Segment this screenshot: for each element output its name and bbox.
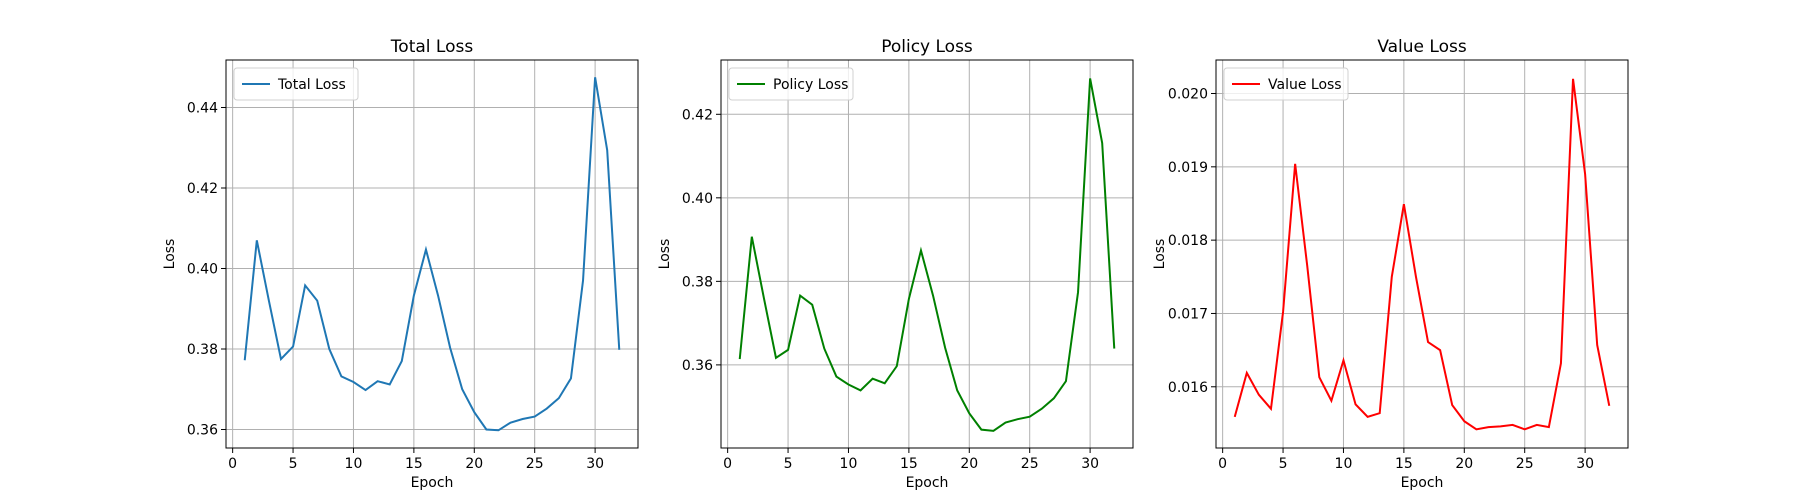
x-tick-label: 0 <box>228 456 237 472</box>
y-tick-label: 0.42 <box>187 181 218 197</box>
x-tick-label: 15 <box>1395 456 1413 472</box>
chart-title: Total Loss <box>390 37 474 57</box>
x-tick-label: 10 <box>1335 456 1353 472</box>
x-tick-label: 20 <box>465 456 483 472</box>
x-axis-label: Epoch <box>906 475 949 491</box>
y-tick-label: 0.38 <box>682 274 713 290</box>
legend-box <box>728 67 854 101</box>
x-tick-label: 0 <box>1218 456 1227 472</box>
x-tick-label: 25 <box>526 456 544 472</box>
y-axis-label: Loss <box>1152 239 1168 270</box>
x-tick-label: 30 <box>1576 456 1594 472</box>
plot-area <box>738 78 1116 432</box>
legend-label: Value Loss <box>1268 77 1342 93</box>
line-series <box>738 78 1116 432</box>
x-tick-label: 30 <box>586 456 604 472</box>
legend-label: Total Loss <box>277 77 346 93</box>
x-tick-label: 20 <box>1455 456 1473 472</box>
x-tick-label: 5 <box>289 456 298 472</box>
y-tick-label: 0.018 <box>1168 233 1208 249</box>
x-axis-label: Epoch <box>411 475 454 491</box>
y-tick-label: 0.44 <box>187 100 218 116</box>
x-tick-label: 25 <box>1021 456 1039 472</box>
axes-frame <box>1215 59 1629 449</box>
subplot: 0 5 10 15 20 25 30 0.36 0.38 0.40 0.42 Policy Loss E… <box>657 37 1134 491</box>
axes-frame <box>225 59 639 449</box>
chart-title: Policy Loss <box>881 37 973 57</box>
y-axis-label: Loss <box>162 239 178 270</box>
line-series <box>243 77 621 432</box>
plot-area <box>1233 78 1611 431</box>
plot-area <box>243 77 621 432</box>
legend-box <box>1223 67 1349 101</box>
y-tick-label: 0.38 <box>187 342 218 358</box>
subplot: 0 5 10 15 20 25 30 0.36 0.38 0.40 0.42 0.44 Total Lo… <box>162 37 639 491</box>
line-series <box>1233 78 1611 431</box>
x-tick-label: 15 <box>405 456 423 472</box>
y-tick-label: 0.017 <box>1168 306 1208 322</box>
chart-title: Value Loss <box>1377 37 1467 57</box>
y-axis-label: Loss <box>657 239 673 270</box>
x-axis-label: Epoch <box>1401 475 1444 491</box>
y-tick-label: 0.42 <box>682 107 713 123</box>
y-tick-label: 0.36 <box>187 422 218 438</box>
y-tick-label: 0.36 <box>682 358 713 374</box>
x-tick-label: 10 <box>840 456 858 472</box>
y-tick-label: 0.40 <box>187 261 218 277</box>
legend-box <box>233 67 359 101</box>
x-tick-label: 15 <box>900 456 918 472</box>
x-tick-label: 5 <box>784 456 793 472</box>
legend-label: Policy Loss <box>773 77 848 93</box>
x-tick-label: 20 <box>960 456 978 472</box>
x-tick-label: 5 <box>1279 456 1288 472</box>
y-tick-label: 0.40 <box>682 191 713 207</box>
subplot: 0 5 10 15 20 25 30 0.016 0.017 0.018 0.019 0.020 Val… <box>1152 37 1629 491</box>
y-tick-label: 0.020 <box>1168 87 1208 103</box>
y-tick-label: 0.019 <box>1168 160 1208 176</box>
y-tick-label: 0.016 <box>1168 380 1208 396</box>
x-tick-label: 10 <box>345 456 363 472</box>
axes-frame <box>720 59 1134 449</box>
x-tick-label: 25 <box>1516 456 1534 472</box>
x-tick-label: 0 <box>723 456 732 472</box>
x-tick-label: 30 <box>1081 456 1099 472</box>
